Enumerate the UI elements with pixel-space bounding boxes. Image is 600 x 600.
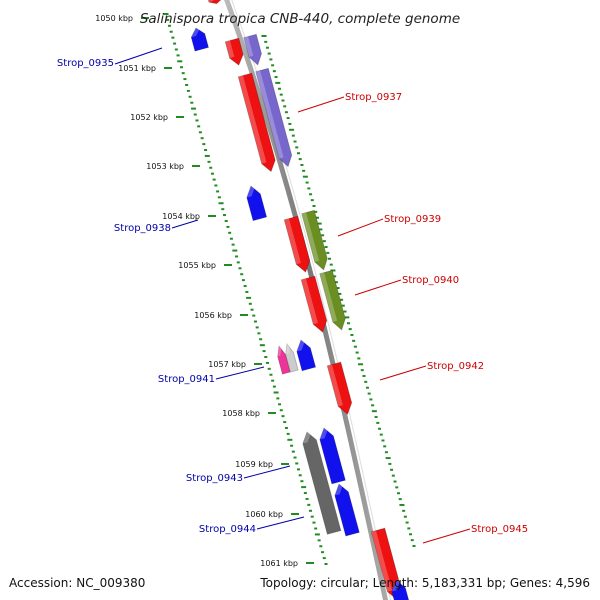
scale-label: 1052 kbp bbox=[130, 113, 168, 122]
gene-label[interactable]: Strop_0939 bbox=[384, 214, 441, 225]
gene-red-0940-highlight bbox=[301, 278, 318, 325]
scale-ruler-left bbox=[163, 13, 328, 565]
gene-label-leader bbox=[422, 528, 471, 544]
genome-summary-text: Topology: circular; Length: 5,183,331 bp… bbox=[259, 576, 590, 590]
gene-strop-0939 bbox=[301, 209, 328, 271]
scale-label: 1056 kbp bbox=[194, 311, 232, 320]
gene-strop-0944-highlight bbox=[334, 482, 344, 496]
scale-label: 1061 kbp bbox=[260, 559, 298, 568]
gene-top-red bbox=[207, 0, 222, 5]
gene-label[interactable]: Strop_0945 bbox=[471, 524, 528, 535]
scale-label: 1060 kbp bbox=[245, 510, 283, 519]
gene-strop-0943-gray bbox=[302, 431, 342, 535]
gene-lightgray bbox=[285, 342, 299, 373]
gene-label-leader bbox=[337, 218, 384, 237]
gene-label[interactable]: Strop_0935 bbox=[57, 58, 114, 69]
gene-strop-0938 bbox=[246, 185, 268, 222]
scale-label: 1055 kbp bbox=[178, 261, 216, 270]
scale-label: 1053 kbp bbox=[146, 162, 184, 171]
gene-label-leader bbox=[171, 219, 199, 229]
scale-label: 1059 kbp bbox=[235, 460, 273, 469]
gene-red-small bbox=[224, 37, 244, 66]
gene-label-leader bbox=[114, 47, 163, 65]
gene-label[interactable]: Strop_0940 bbox=[402, 275, 459, 286]
gene-bottom-blue-highlight bbox=[391, 578, 401, 592]
gene-bottom-blue bbox=[391, 579, 410, 600]
gene-strop-0941-highlight bbox=[296, 338, 306, 352]
gene-strop-0942-highlight bbox=[327, 364, 343, 407]
gene-top-red-highlight bbox=[208, 0, 214, 3]
gene-purple-small bbox=[243, 33, 262, 66]
scale-labels: 1050 kbp 1051 kbp 1052 kbp 1053 kbp 1054 kbp… bbox=[95, 14, 314, 568]
gene-red-0939 bbox=[283, 215, 311, 273]
gene-label[interactable]: Strop_0943 bbox=[186, 473, 243, 484]
gene-purple-small-highlight bbox=[243, 36, 254, 58]
gene-label-leader bbox=[379, 365, 427, 381]
gene-strop-0936 bbox=[237, 72, 276, 173]
gene-strop-0939-highlight bbox=[301, 212, 320, 262]
gene-strop-0936-highlight bbox=[238, 75, 267, 164]
gene-pink-highlight bbox=[277, 345, 282, 357]
gene-red-0939-highlight bbox=[284, 218, 301, 265]
gene-strop-0943-highlight bbox=[319, 426, 329, 440]
gene-strop-0945-highlight bbox=[371, 530, 393, 592]
gene-pink bbox=[277, 344, 291, 375]
scale-label: 1051 kbp bbox=[118, 64, 156, 73]
gene-strop-0937 bbox=[255, 67, 293, 168]
gene-strop-0940 bbox=[319, 269, 346, 331]
gene-strop-0942 bbox=[326, 361, 353, 415]
gene-label-leader bbox=[354, 279, 402, 296]
gene-strop-0943 bbox=[319, 427, 346, 485]
map-title: Salinispora tropica CNB-440, complete ge… bbox=[140, 11, 460, 27]
gene-strop-0935 bbox=[190, 27, 209, 52]
gene-lightgray-highlight bbox=[285, 343, 290, 355]
scale-label: 1058 kbp bbox=[222, 409, 260, 418]
scale-label: 1057 kbp bbox=[208, 360, 246, 369]
gene-red-small-highlight bbox=[225, 40, 235, 59]
gene-labels: Strop_0935 Strop_0937 Strop_0938 Strop_0939… bbox=[57, 47, 528, 544]
gene-strop-0937-highlight bbox=[255, 70, 284, 159]
gene-label[interactable]: Strop_0938 bbox=[114, 223, 171, 234]
gene-strop-0938-highlight bbox=[246, 184, 256, 198]
gene-strop-0935-highlight bbox=[191, 26, 201, 38]
gene-label-leader bbox=[256, 516, 305, 530]
gene-label[interactable]: Strop_0937 bbox=[345, 92, 402, 103]
scale-label: 1054 kbp bbox=[162, 212, 200, 221]
gene-label-leader bbox=[297, 96, 345, 113]
gene-label[interactable]: Strop_0942 bbox=[427, 361, 484, 372]
gene-label-leader bbox=[243, 465, 291, 479]
gene-strop-0944 bbox=[334, 483, 360, 537]
scale-ruler-right bbox=[261, 35, 416, 547]
gene-strop-0943-gray-highlight bbox=[302, 430, 312, 444]
gene-features bbox=[190, 0, 410, 600]
gene-strop-0940-highlight bbox=[319, 272, 338, 322]
gene-label[interactable]: Strop_0941 bbox=[158, 374, 215, 385]
accession-text: Accession: NC_009380 bbox=[9, 576, 145, 590]
scale-label: 1050 kbp bbox=[95, 14, 133, 23]
gene-strop-0941 bbox=[296, 339, 317, 372]
gene-red-0940 bbox=[300, 275, 328, 333]
gene-label-leader bbox=[215, 366, 265, 380]
gene-label[interactable]: Strop_0944 bbox=[199, 524, 256, 535]
